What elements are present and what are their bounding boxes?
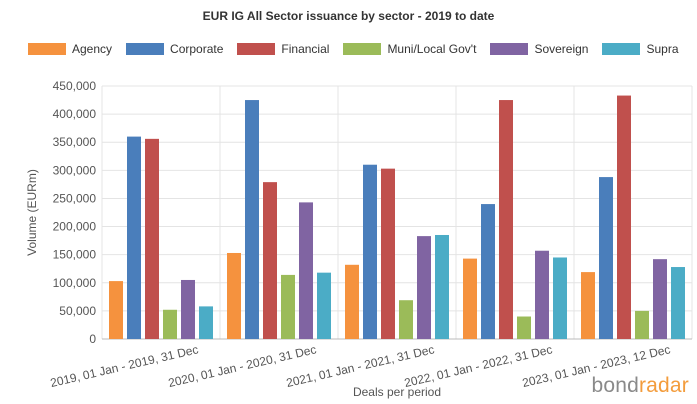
- bar-muni-local-gov-t: [399, 300, 413, 339]
- y-tick-label: 400,000: [53, 107, 97, 121]
- bar-muni-local-gov-t: [517, 316, 531, 339]
- legend-label-financial: Financial: [281, 42, 330, 56]
- bar-corporate: [599, 177, 613, 339]
- bar-financial: [499, 100, 513, 339]
- legend-label-corporate: Corporate: [170, 42, 224, 56]
- bar-supra: [553, 257, 567, 339]
- y-tick-label: 50,000: [59, 304, 96, 318]
- bar-agency: [109, 281, 123, 339]
- bar-agency: [227, 252, 241, 339]
- bar-muni-local-gov-t: [163, 309, 177, 339]
- bar-sovereign: [535, 250, 549, 339]
- bar-agency: [581, 272, 595, 339]
- x-axis-title: Deals per period: [353, 385, 441, 399]
- bar-sovereign: [299, 202, 313, 339]
- legend-swatch-agency: [28, 43, 66, 55]
- legend-swatch-corporate: [126, 43, 165, 55]
- y-tick-label: 0: [89, 332, 96, 346]
- legend-item-corporate[interactable]: Corporate: [126, 42, 223, 56]
- legend-swatch-supra: [602, 43, 641, 55]
- legend-item-agency[interactable]: Agency: [28, 42, 112, 56]
- y-tick-label: 250,000: [53, 191, 97, 205]
- bar-sovereign: [417, 236, 431, 339]
- bar-corporate: [363, 164, 377, 339]
- bar-supra: [199, 306, 213, 339]
- y-tick-label: 200,000: [53, 220, 97, 234]
- legend-swatch-muni: [343, 43, 382, 55]
- legend-label-sovereign: Sovereign: [534, 42, 589, 56]
- legend-item-supra[interactable]: Supra: [602, 42, 679, 56]
- y-tick-label: 300,000: [53, 163, 97, 177]
- bar-sovereign: [181, 279, 195, 339]
- bondradar-logo: bondradar: [591, 374, 689, 397]
- legend-item-muni[interactable]: Muni/Local Gov't: [343, 42, 476, 56]
- bar-financial: [145, 138, 159, 339]
- y-tick-label: 100,000: [53, 276, 97, 290]
- legend-swatch-financial: [237, 43, 276, 55]
- bar-sovereign: [653, 259, 667, 339]
- legend-swatch-sovereign: [490, 43, 529, 55]
- bar-agency: [345, 264, 359, 339]
- legend-label-agency: Agency: [72, 42, 113, 56]
- bar-supra: [435, 234, 449, 339]
- bar-muni-local-gov-t: [635, 310, 649, 339]
- bar-financial: [381, 168, 395, 339]
- y-axis-title: Volume (EURm): [25, 169, 39, 256]
- y-tick-label: 350,000: [53, 135, 97, 149]
- y-tick-label: 150,000: [53, 248, 97, 262]
- y-tick-label: 450,000: [53, 79, 97, 93]
- legend-label-supra: Supra: [646, 42, 679, 56]
- legend-item-sovereign[interactable]: Sovereign: [490, 42, 588, 56]
- bar-supra: [317, 272, 331, 339]
- legend-label-muni: Muni/Local Gov't: [387, 42, 477, 56]
- bar-corporate: [245, 100, 259, 339]
- bar-financial: [617, 95, 631, 340]
- chart-title: EUR IG All Sector issuance by sector - 2…: [202, 9, 495, 23]
- bar-corporate: [481, 204, 495, 339]
- legend-item-financial[interactable]: Financial: [237, 42, 329, 56]
- bar-agency: [463, 258, 477, 339]
- bar-corporate: [127, 136, 141, 339]
- bar-muni-local-gov-t: [281, 274, 295, 339]
- chart-legend: Agency Corporate Financial Muni/Local Go…: [28, 42, 693, 56]
- bar-financial: [263, 182, 277, 339]
- bar-supra: [671, 267, 685, 339]
